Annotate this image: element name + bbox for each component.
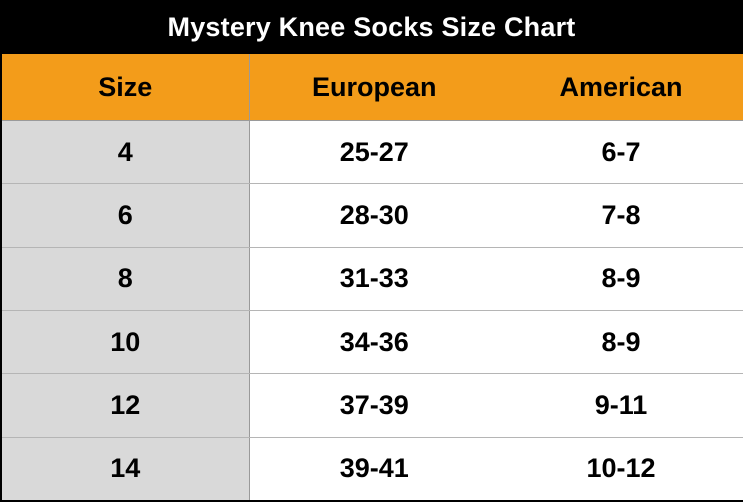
european-cell: 39-41 bbox=[249, 437, 499, 501]
size-cell: 12 bbox=[1, 373, 250, 438]
american-cell: 9-11 bbox=[499, 373, 743, 438]
chart-title: Mystery Knee Socks Size Chart bbox=[0, 0, 743, 54]
header-american: American bbox=[499, 54, 743, 121]
header-european: European bbox=[249, 54, 499, 121]
size-cell: 6 bbox=[1, 183, 250, 248]
american-cell: 7-8 bbox=[499, 183, 743, 248]
header-size: Size bbox=[1, 54, 250, 121]
european-cell: 25-27 bbox=[249, 120, 499, 185]
european-cell: 28-30 bbox=[249, 183, 499, 248]
table-row: 10 34-36 8-9 bbox=[1, 310, 743, 375]
size-table: Size European American 4 25-27 6-7 6 28-… bbox=[0, 54, 743, 502]
size-cell: 10 bbox=[1, 310, 250, 375]
size-cell: 14 bbox=[1, 437, 250, 501]
american-cell: 8-9 bbox=[499, 247, 743, 311]
american-cell: 8-9 bbox=[499, 310, 743, 375]
american-cell: 6-7 bbox=[499, 120, 743, 185]
table-row: 12 37-39 9-11 bbox=[1, 373, 743, 438]
header-row: Size European American bbox=[1, 54, 743, 121]
size-cell: 8 bbox=[1, 247, 250, 311]
european-cell: 31-33 bbox=[249, 247, 499, 311]
table-row: 14 39-41 10-12 bbox=[1, 437, 743, 501]
table-row: 4 25-27 6-7 bbox=[1, 120, 743, 185]
european-cell: 34-36 bbox=[249, 310, 499, 375]
size-cell: 4 bbox=[1, 120, 250, 185]
european-cell: 37-39 bbox=[249, 373, 499, 438]
american-cell: 10-12 bbox=[499, 437, 743, 501]
table-row: 6 28-30 7-8 bbox=[1, 183, 743, 248]
table-row: 8 31-33 8-9 bbox=[1, 247, 743, 311]
